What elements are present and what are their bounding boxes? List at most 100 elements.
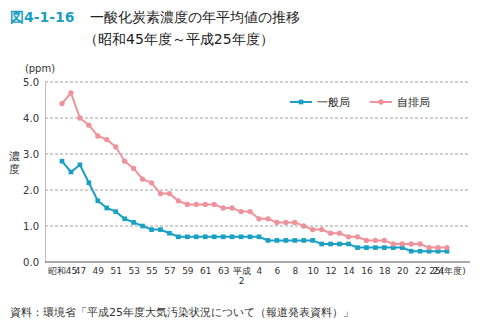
marker bbox=[239, 234, 244, 239]
tick-label: 昭和45 bbox=[48, 266, 77, 276]
marker bbox=[87, 180, 92, 185]
tick: 16 bbox=[361, 266, 373, 276]
marker bbox=[68, 90, 73, 95]
title: 一酸化炭素濃度の年平均値の推移 bbox=[90, 9, 300, 25]
marker bbox=[194, 202, 199, 207]
marker bbox=[221, 234, 226, 239]
marker bbox=[104, 137, 109, 142]
tick: 57 bbox=[164, 266, 175, 276]
marker bbox=[256, 216, 261, 221]
tick: 2.0 bbox=[23, 185, 45, 196]
marker bbox=[382, 238, 387, 243]
tick-label: 20 bbox=[397, 266, 409, 276]
tick-label: 59 bbox=[182, 266, 194, 276]
tick: 53 bbox=[128, 266, 139, 276]
tick-label: 6 bbox=[275, 266, 281, 276]
marker bbox=[69, 170, 74, 175]
marker bbox=[391, 241, 396, 246]
marker bbox=[382, 245, 387, 250]
tick: 8 bbox=[292, 266, 298, 276]
tick-label: 61 bbox=[200, 266, 211, 276]
tick: 49 bbox=[93, 266, 105, 276]
marker bbox=[113, 144, 118, 149]
marker bbox=[328, 242, 333, 247]
tick: 3.0 bbox=[23, 149, 45, 160]
marker bbox=[59, 101, 64, 106]
tick: 12 bbox=[325, 266, 336, 276]
tick-label: 55 bbox=[146, 266, 157, 276]
legend-marker bbox=[299, 100, 304, 105]
y-axis: 0.01.02.03.04.05.0 bbox=[23, 77, 45, 268]
marks bbox=[59, 90, 449, 253]
marker bbox=[373, 245, 378, 250]
tick-label: 1.0 bbox=[23, 221, 39, 232]
figure-label: 図4-1-16 bbox=[10, 9, 75, 25]
marker bbox=[131, 220, 136, 225]
marker bbox=[292, 220, 297, 225]
source: 資料：環境省「平成25年度大気汚染状況について（報道発表資料）」 bbox=[10, 306, 354, 319]
marker bbox=[409, 249, 414, 254]
marker bbox=[149, 227, 154, 232]
tick: 6 bbox=[275, 266, 281, 276]
tick: 51 bbox=[110, 266, 121, 276]
tick: 0.0 bbox=[23, 257, 45, 268]
tick-label: 22 bbox=[415, 266, 426, 276]
tick-label: 47 bbox=[75, 266, 86, 276]
marker bbox=[176, 198, 181, 203]
tick-label: 49 bbox=[93, 266, 105, 276]
tick: 昭和45 bbox=[48, 266, 77, 276]
marker bbox=[78, 162, 83, 167]
tick-label: 3.0 bbox=[23, 149, 39, 160]
marker bbox=[328, 231, 333, 236]
legend-label: 一般局 bbox=[317, 96, 350, 109]
marker bbox=[355, 245, 360, 250]
marker bbox=[203, 202, 208, 207]
marker bbox=[60, 159, 65, 164]
tick-label: 5.0 bbox=[23, 77, 39, 88]
legend-item: 一般局 bbox=[290, 96, 350, 109]
marker bbox=[426, 245, 431, 250]
y-label: 濃度 bbox=[9, 150, 20, 176]
grid-line bbox=[45, 118, 470, 119]
marker bbox=[95, 198, 100, 203]
marker bbox=[364, 238, 369, 243]
grid-line bbox=[45, 226, 470, 227]
tick: 59 bbox=[182, 266, 194, 276]
marker bbox=[301, 223, 306, 228]
marker bbox=[212, 234, 217, 239]
tick: 47 bbox=[75, 266, 86, 276]
marker bbox=[444, 245, 449, 250]
tick-label: 8 bbox=[292, 266, 298, 276]
tick: 63 bbox=[218, 266, 229, 276]
tick: 5.0 bbox=[23, 77, 45, 88]
legend: 一般局 自排局 bbox=[290, 96, 430, 109]
series-line bbox=[62, 93, 447, 248]
marker bbox=[140, 224, 145, 229]
x-axis: 昭和45474951535557596163平成2468101214161820… bbox=[45, 262, 470, 286]
marker bbox=[274, 220, 279, 225]
tick-label: 16 bbox=[361, 266, 373, 276]
marker bbox=[203, 234, 208, 239]
tick: 18 bbox=[379, 266, 391, 276]
marker bbox=[86, 123, 91, 128]
axis-line bbox=[45, 262, 470, 263]
tick-label: 63 bbox=[218, 266, 229, 276]
tick-label: 2.0 bbox=[23, 185, 39, 196]
marker bbox=[248, 234, 253, 239]
chart: 図4-1-16一酸化炭素濃度の年平均値の推移（昭和45年度～平成25年度）(pp… bbox=[0, 0, 481, 331]
marker bbox=[275, 238, 280, 243]
grid-line bbox=[45, 82, 470, 83]
marker bbox=[257, 234, 262, 239]
tick-label: 18 bbox=[379, 266, 391, 276]
marker bbox=[185, 202, 190, 207]
marker bbox=[319, 242, 324, 247]
marker bbox=[221, 205, 226, 210]
marker bbox=[417, 241, 422, 246]
marker bbox=[283, 238, 288, 243]
tick-label: 51 bbox=[110, 266, 121, 276]
marker bbox=[310, 227, 315, 232]
grid-line bbox=[45, 190, 470, 191]
marker bbox=[355, 234, 360, 239]
legend-label: 自排局 bbox=[397, 96, 430, 109]
marker bbox=[409, 241, 414, 246]
